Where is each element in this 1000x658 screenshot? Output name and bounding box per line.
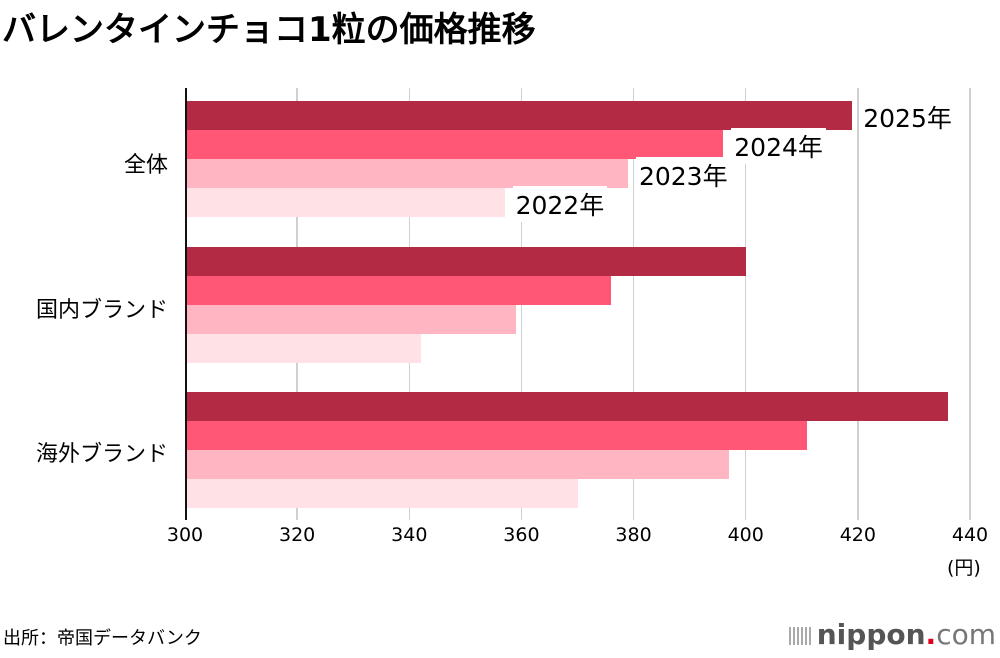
bar-2025	[185, 392, 948, 421]
x-tick-label: 360	[503, 524, 540, 546]
series-label-2024: 2024年	[731, 128, 826, 164]
x-tick-label: 400	[727, 524, 764, 546]
logo-main: nippon	[816, 618, 926, 651]
gridline	[969, 88, 971, 520]
gridline	[744, 88, 747, 520]
category-label: 国内ブランド	[35, 298, 168, 323]
x-tick-label: 300	[166, 524, 204, 546]
bar-2023	[185, 450, 729, 479]
nippon-logo: nippon.com	[788, 618, 996, 651]
x-tick-label: 440	[951, 524, 989, 546]
x-tick-label: 320	[279, 524, 316, 546]
series-label-2023: 2023年	[635, 157, 731, 193]
x-axis-unit: (円)	[947, 557, 981, 579]
logo-suffix: com	[936, 618, 996, 651]
chart-title: バレンタインチョコ1粒の価格推移	[2, 10, 536, 50]
x-tick-label: 340	[391, 524, 428, 546]
logo-dot: .	[925, 618, 937, 651]
bar-2024	[185, 130, 724, 159]
soundwave-icon	[788, 627, 811, 645]
bar-2024	[185, 421, 808, 450]
plot-area: 2025年 2024年 2023年 2022年	[185, 88, 985, 520]
bar-2023	[185, 305, 516, 334]
gridline	[857, 88, 859, 520]
series-label-2025: 2025年	[860, 99, 955, 135]
gridline	[632, 88, 635, 520]
bar-2022	[185, 334, 421, 363]
x-tick-label: 420	[839, 524, 876, 546]
bar-2024	[185, 276, 612, 305]
x-tick-label: 380	[615, 524, 652, 546]
bar-2025	[185, 247, 746, 276]
category-label: 全体	[123, 153, 168, 178]
series-label-2022: 2022年	[512, 186, 608, 222]
source-note: 出所：帝国データバンク	[3, 628, 202, 649]
bar-2022	[185, 479, 578, 508]
y-axis-line	[185, 88, 187, 520]
bar-2025	[185, 101, 853, 130]
category-label: 海外ブランド	[35, 442, 168, 467]
bar-2023	[185, 159, 628, 188]
bar-2022	[185, 188, 505, 217]
